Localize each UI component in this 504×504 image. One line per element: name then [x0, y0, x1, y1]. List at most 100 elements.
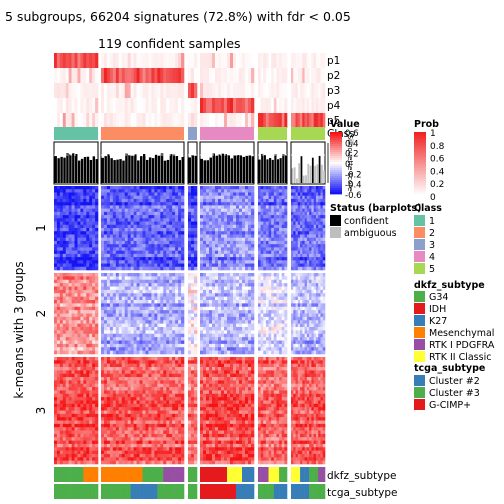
- heatmap-cell: [203, 286, 207, 291]
- heatmap-cell: [118, 250, 123, 255]
- prob-cell: [271, 113, 275, 128]
- prob-cell: [227, 113, 231, 128]
- heatmap-cell: [136, 195, 140, 200]
- heatmap-cell: [271, 215, 275, 219]
- heatmap-cell: [297, 327, 301, 331]
- heatmap-cell: [89, 350, 93, 355]
- heatmap-cell: [309, 303, 312, 308]
- heatmap-cell: [83, 231, 87, 235]
- heatmap-cell: [200, 263, 204, 268]
- prob-cell: [271, 68, 275, 83]
- heatmap-cell: [221, 333, 225, 338]
- heatmap-cell: [221, 296, 225, 301]
- heatmap-cell: [83, 286, 87, 291]
- heatmap-cell: [142, 202, 146, 206]
- heatmap-cell: [160, 240, 164, 245]
- heatmap-cell: [80, 253, 84, 258]
- heatmap-cell: [160, 202, 164, 206]
- prob-cell: [133, 53, 137, 68]
- heatmap-cell: [106, 205, 111, 209]
- prob-cell: [224, 83, 228, 98]
- heatmap-cell: [62, 347, 67, 351]
- heatmap-cell: [115, 228, 120, 232]
- heatmap-cell: [83, 247, 87, 251]
- heatmap-cell: [175, 198, 179, 203]
- heatmap-cell: [221, 218, 225, 222]
- heatmap-cell: [233, 279, 237, 284]
- heatmap-cell: [245, 330, 249, 335]
- heatmap-cell: [169, 257, 173, 261]
- heatmap-cell: [291, 330, 294, 335]
- heatmap-cell: [318, 303, 321, 308]
- heatmap-cell: [95, 323, 99, 328]
- heatmap-cell: [74, 293, 78, 297]
- heatmap-cell: [271, 333, 275, 338]
- heatmap-cell: [227, 237, 231, 242]
- heatmap-cell: [77, 234, 81, 238]
- heatmap-cell: [239, 327, 243, 331]
- heatmap-cell: [181, 333, 185, 338]
- heatmap-cell: [89, 310, 93, 314]
- heatmap-cell: [83, 221, 87, 226]
- heatmap-cell: [65, 286, 69, 291]
- heatmap-cell: [304, 330, 308, 335]
- heatmap-cell: [236, 195, 240, 200]
- silhouette-bar: [166, 159, 170, 183]
- heatmap-cell: [163, 215, 167, 219]
- heatmap-cell: [194, 253, 198, 258]
- heatmap-cell: [154, 231, 158, 235]
- heatmap-cell: [118, 244, 123, 248]
- prob-cell: [109, 83, 114, 98]
- heatmap-cell: [295, 205, 299, 209]
- heatmap-cell: [279, 218, 283, 222]
- prob-cell: [154, 68, 158, 83]
- heatmap-cell: [260, 343, 264, 348]
- heatmap-cell: [311, 327, 314, 331]
- prob-cell: [276, 83, 280, 98]
- heatmap-cell: [83, 293, 87, 297]
- heatmap-cell: [151, 310, 155, 314]
- heatmap-cell: [273, 250, 277, 255]
- heatmap-cell: [77, 253, 81, 258]
- heatmap-cell: [242, 343, 246, 348]
- heatmap-cell: [271, 208, 275, 213]
- heatmap-cell: [77, 266, 81, 271]
- prob-cell: [263, 113, 267, 128]
- heatmap-cell: [239, 211, 243, 216]
- prob-cell: [145, 98, 149, 113]
- heatmap-cell: [191, 215, 195, 219]
- heatmap-cell: [281, 296, 285, 301]
- heatmap-cell: [112, 320, 117, 324]
- heatmap-cell: [271, 202, 275, 206]
- heatmap-cell: [80, 310, 84, 314]
- heatmap-cell: [209, 231, 213, 235]
- heatmap-cell: [279, 237, 283, 242]
- heatmap-cell: [124, 320, 128, 324]
- prob-cell: [166, 83, 170, 98]
- heatmap-cell: [215, 240, 219, 245]
- heatmap-cell: [218, 253, 222, 258]
- heatmap-cell: [142, 231, 146, 235]
- prob-cell: [89, 83, 93, 98]
- heatmap-cell: [315, 279, 319, 284]
- heatmap-cell: [95, 343, 99, 348]
- heatmap-cell: [172, 237, 176, 242]
- heatmap-cell: [121, 350, 126, 355]
- heatmap-cell: [302, 228, 305, 232]
- heatmap-cell: [224, 323, 228, 328]
- heatmap-cell: [139, 205, 143, 209]
- heatmap-cell: [172, 240, 176, 245]
- heatmap-cell: [215, 279, 219, 284]
- heatmap-cell: [139, 340, 143, 345]
- heatmap-cell: [95, 340, 99, 345]
- heatmap-cell: [236, 218, 240, 222]
- heatmap-cell: [218, 293, 222, 297]
- heatmap-cell: [279, 202, 283, 206]
- heatmap-cell: [212, 198, 216, 203]
- heatmap-cell: [322, 186, 326, 190]
- heatmap-cell: [124, 283, 128, 287]
- heatmap-cell: [181, 211, 185, 216]
- heatmap-cell: [209, 327, 213, 331]
- heatmap-cell: [54, 192, 58, 196]
- heatmap-cell: [127, 186, 131, 190]
